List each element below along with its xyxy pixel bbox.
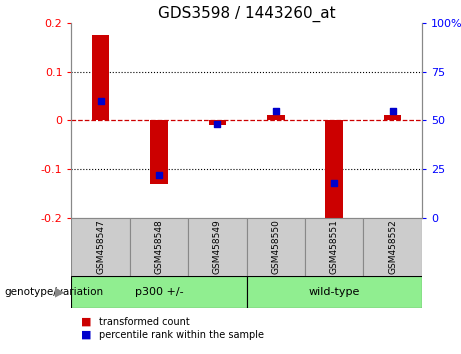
Text: p300 +/-: p300 +/- [135,287,183,297]
Point [97,98,104,104]
Bar [325,120,343,225]
Text: GSM458551: GSM458551 [330,219,339,274]
Bar [92,35,109,120]
Text: wild-type: wild-type [308,287,360,297]
Title: GDS3598 / 1443260_at: GDS3598 / 1443260_at [158,5,336,22]
Text: ■: ■ [81,317,91,327]
Point [155,172,163,178]
Bar [247,218,305,276]
Point [389,108,396,113]
Bar [363,218,422,276]
Text: ▶: ▶ [55,286,65,298]
Text: GSM458549: GSM458549 [213,219,222,274]
Bar [209,120,226,125]
Bar [384,115,402,120]
Bar [71,276,247,308]
Bar [267,115,284,120]
Text: GSM458548: GSM458548 [154,219,164,274]
Text: transformed count: transformed count [99,317,190,327]
Point [214,121,221,127]
Text: GSM458552: GSM458552 [388,219,397,274]
Text: genotype/variation: genotype/variation [5,287,104,297]
Bar [71,218,130,276]
Text: ■: ■ [81,330,91,339]
Bar [305,218,363,276]
Text: GSM458547: GSM458547 [96,219,105,274]
Point [331,180,338,185]
Text: percentile rank within the sample: percentile rank within the sample [99,330,264,339]
Bar [247,276,422,308]
Bar [150,120,168,184]
Bar [188,218,247,276]
Bar [130,218,188,276]
Point [272,108,279,113]
Text: GSM458550: GSM458550 [272,219,280,274]
